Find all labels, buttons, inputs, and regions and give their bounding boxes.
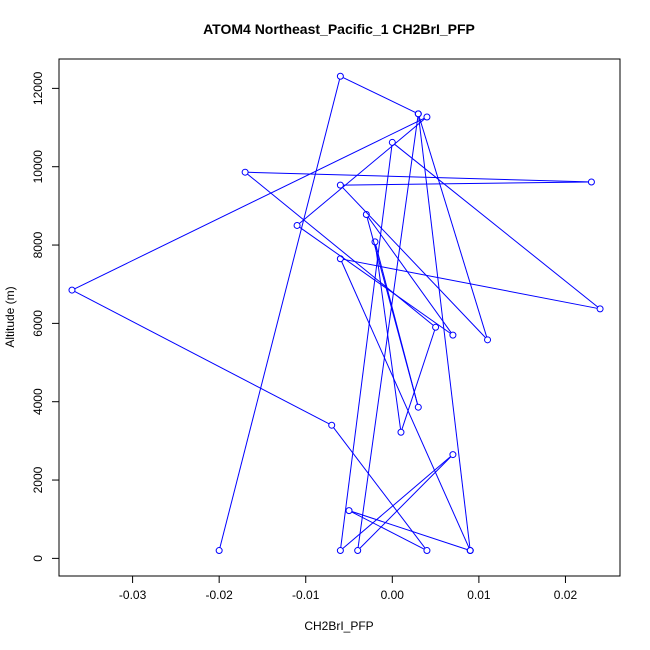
series-segment <box>401 329 436 430</box>
data-point <box>596 305 604 313</box>
data-point <box>449 331 457 339</box>
x-tick-label: 0.02 <box>554 588 578 602</box>
chart-title: ATOM4 Northeast_Pacific_1 CH2BrI_PFP <box>203 21 475 37</box>
data-point <box>466 547 474 555</box>
data-point <box>587 178 595 186</box>
data-point <box>293 221 301 229</box>
series-segment <box>357 116 419 548</box>
y-tick-label: 10000 <box>31 150 45 184</box>
x-tick-label: 0.00 <box>381 588 405 602</box>
y-tick-label: 8000 <box>31 231 45 258</box>
series-segment <box>394 143 599 308</box>
series-segment <box>342 456 451 549</box>
y-tick-label: 12000 <box>31 71 45 105</box>
data-point <box>328 421 336 429</box>
plot-frame <box>58 58 621 577</box>
series-segment <box>340 145 393 548</box>
y-tick-label: 4000 <box>31 388 45 415</box>
data-point <box>345 507 353 515</box>
series-segment <box>341 261 470 549</box>
series-segment <box>248 171 589 183</box>
x-axis: -0.03 -0.02 -0.01 0.00 0.01 0.02 <box>119 575 578 602</box>
y-tick-label: 0 <box>31 555 45 562</box>
series-segment <box>351 511 468 551</box>
series-segment <box>343 258 598 309</box>
data-point <box>336 255 344 263</box>
series-segment <box>351 511 425 550</box>
y-axis: 0 2000 4000 6000 8000 10000 12000 <box>31 71 60 562</box>
series-segment <box>418 116 471 548</box>
data-point <box>397 428 405 436</box>
series-segment <box>342 77 416 113</box>
series-segment <box>418 116 488 338</box>
series-layer <box>68 72 604 555</box>
data-point <box>432 323 440 331</box>
series-segment <box>333 427 426 549</box>
series-segment <box>299 118 425 224</box>
data-point <box>423 113 431 121</box>
series-segment <box>74 117 425 290</box>
series-segment <box>247 173 434 326</box>
data-point <box>354 547 362 555</box>
data-point <box>414 403 422 411</box>
x-tick-label: -0.01 <box>292 588 320 602</box>
data-point <box>449 451 457 459</box>
y-tick-label: 6000 <box>31 310 45 337</box>
series-segment <box>74 291 330 425</box>
data-point <box>388 138 396 146</box>
series-segment <box>219 79 341 548</box>
series-segment <box>343 181 589 186</box>
x-tick-label: 0.01 <box>467 588 491 602</box>
x-axis-label: CH2BrI_PFP <box>304 619 373 633</box>
data-point <box>336 181 344 189</box>
data-point <box>68 286 76 294</box>
data-point <box>336 547 344 555</box>
series-segment <box>367 216 452 333</box>
data-point <box>371 238 379 246</box>
series-segment <box>375 244 419 405</box>
x-tick-label: -0.02 <box>205 588 233 602</box>
series-segment <box>342 186 486 338</box>
data-point <box>414 110 422 118</box>
data-point <box>484 336 492 344</box>
data-point <box>336 72 344 80</box>
data-point <box>423 547 431 555</box>
series-segment <box>359 456 452 549</box>
x-tick-label: -0.03 <box>119 588 147 602</box>
data-point <box>215 547 223 555</box>
y-tick-label: 2000 <box>31 466 45 493</box>
series-segment <box>374 244 402 430</box>
data-point <box>241 168 249 176</box>
y-axis-label: Altitude (m) <box>3 286 17 347</box>
data-point <box>362 210 370 218</box>
